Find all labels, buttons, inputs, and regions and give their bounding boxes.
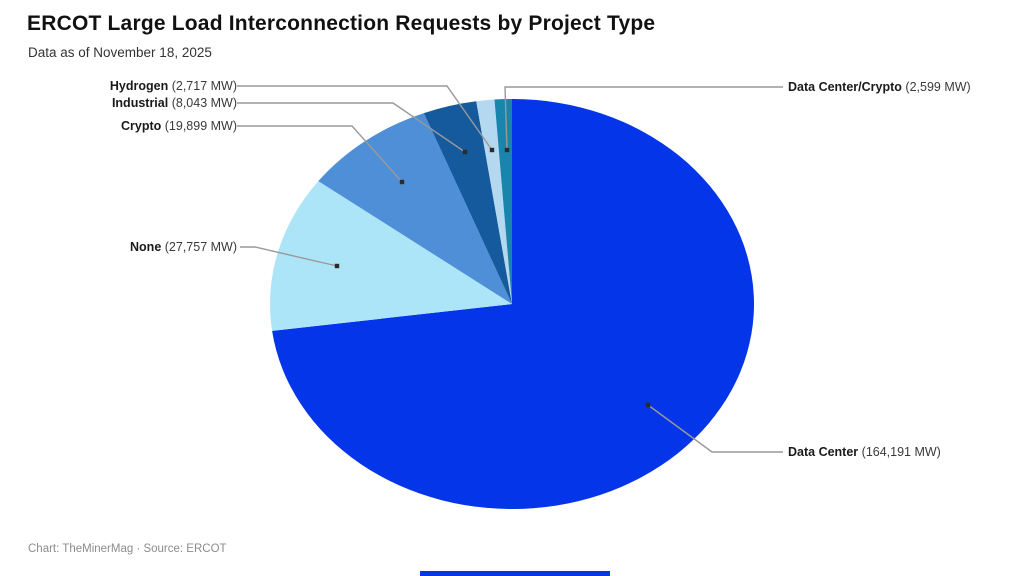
slice-value: (8,043 MW)	[171, 96, 237, 110]
slice-value: (2,599 MW)	[905, 80, 971, 94]
callout-label-hydrogen: Hydrogen (2,717 MW)	[110, 78, 237, 94]
slice-value: (2,717 MW)	[171, 79, 237, 93]
slice-name: None	[130, 240, 162, 254]
callout-label-none: None (27,757 MW)	[130, 239, 237, 255]
callout-line	[237, 102, 466, 153]
pie-slice-crypto[interactable]	[318, 113, 512, 304]
source-credit: Chart: TheMinerMag · Source: ERCOT	[28, 543, 227, 555]
slice-name: Data Center	[788, 445, 859, 459]
callout-label-data-center-crypto: Data Center/Crypto (2,599 MW)	[788, 79, 971, 95]
slice-value: (164,191 MW)	[861, 445, 941, 459]
callout-dot	[334, 263, 340, 269]
callout-dot	[489, 147, 495, 153]
callout-line	[237, 125, 403, 183]
callout-dot	[399, 179, 405, 185]
callout-line	[240, 246, 338, 267]
pie-slice-industrial[interactable]	[423, 101, 512, 304]
slice-name: Hydrogen	[109, 79, 169, 93]
callout-line	[504, 86, 783, 151]
callout-line	[237, 85, 493, 151]
callout-dot	[645, 402, 651, 408]
slice-name: Crypto	[120, 119, 162, 133]
slice-value: (27,757 MW)	[164, 240, 237, 254]
pie-slice-none[interactable]	[270, 181, 512, 331]
callout-line	[647, 404, 783, 453]
slice-name: Industrial	[111, 96, 169, 110]
pie-slice-hydrogen[interactable]	[476, 99, 512, 304]
slice-name: Data Center/Crypto	[788, 80, 902, 94]
callout-label-crypto: Crypto (19,899 MW)	[121, 118, 237, 134]
page-title: ERCOT Large Load Interconnection Request…	[27, 12, 656, 35]
callout-label-data-center: Data Center (164,191 MW)	[788, 444, 941, 460]
pie-slice-data-center[interactable]	[272, 99, 755, 509]
callout-label-industrial: Industrial (8,043 MW)	[112, 95, 237, 111]
callout-dot	[462, 149, 468, 155]
slice-value: (19,899 MW)	[164, 119, 237, 133]
bottom-blue-bar	[420, 571, 610, 576]
callout-dot	[504, 147, 510, 153]
chart-subtitle: Data as of November 18, 2025	[28, 45, 212, 60]
